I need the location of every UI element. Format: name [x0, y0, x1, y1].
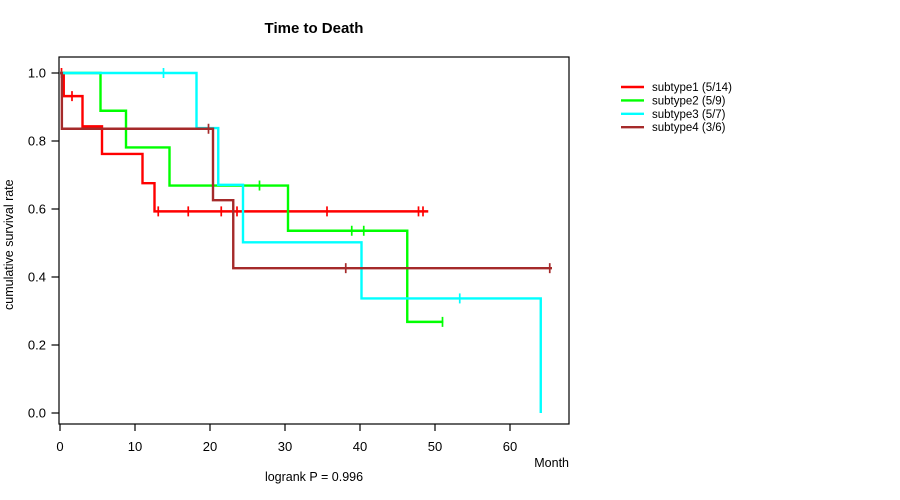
x-axis-tick-label: 50: [428, 439, 442, 454]
y-axis-tick-label: 0.8: [28, 134, 46, 149]
x-axis-label: Month: [534, 456, 569, 470]
y-axis-tick-label: 0.0: [28, 406, 46, 421]
y-axis-tick-label: 1.0: [28, 66, 46, 81]
km-curve-subtype2: [60, 71, 444, 324]
legend-label-subtype3: subtype3 (5/7): [652, 109, 726, 121]
y-axis-tick-label: 0.6: [28, 202, 46, 217]
x-axis-tick-label: 60: [503, 439, 517, 454]
plot-box: [58, 56, 570, 425]
logrank-pvalue-text: logrank P = 0.996: [264, 470, 364, 484]
km-curve-subtype4: [60, 71, 552, 270]
x-axis-tick-label: 20: [203, 439, 217, 454]
chart-title: Time to Death: [264, 20, 364, 37]
x-axis-tick-label: 0: [56, 439, 63, 454]
legend-label-subtype1: subtype1 (5/14): [652, 82, 732, 94]
x-axis-tick-label: 40: [353, 439, 367, 454]
x-axis-tick-label: 30: [278, 439, 292, 454]
legend-label-subtype2: subtype2 (5/9): [652, 95, 726, 107]
y-axis-tick-label: 0.4: [28, 270, 46, 285]
x-axis-tick-label: 10: [128, 439, 142, 454]
km-curve-subtype1: [60, 71, 429, 213]
y-axis-tick-label: 0.2: [28, 338, 46, 353]
km-curve-subtype3: [60, 71, 542, 413]
legend-label-subtype4: subtype4 (3/6): [652, 122, 726, 134]
